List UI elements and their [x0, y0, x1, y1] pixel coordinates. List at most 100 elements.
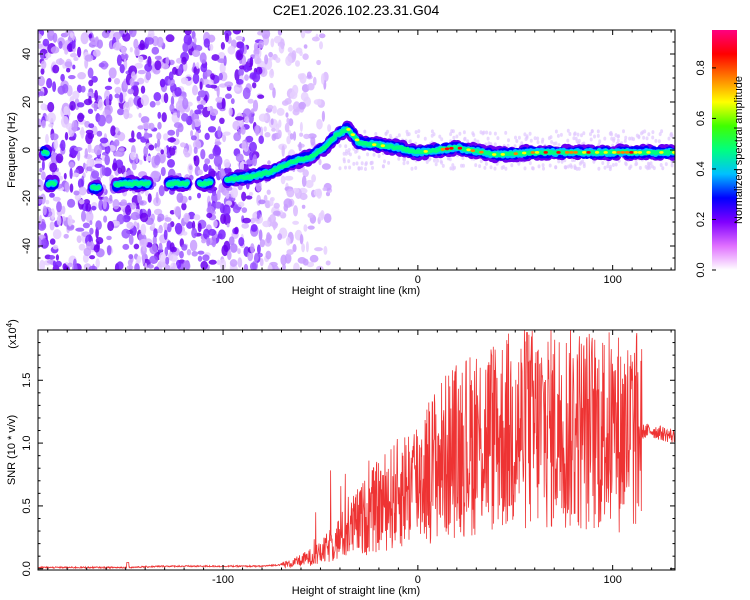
- noise-blob: [238, 65, 245, 70]
- noise-blob: [106, 245, 112, 256]
- noise-blob: [169, 103, 175, 113]
- haze-blob: [612, 138, 616, 143]
- noise-blob: [127, 88, 134, 95]
- noise-blob: [244, 116, 250, 124]
- noise-blob: [307, 225, 315, 230]
- noise-blob: [134, 62, 143, 69]
- ridge-peak: [479, 150, 484, 154]
- noise-blob: [289, 133, 294, 140]
- noise-blob: [252, 154, 258, 167]
- noise-blob: [238, 237, 245, 247]
- noise-blob: [155, 191, 159, 204]
- noise-blob: [214, 141, 222, 146]
- snr-y-label: SNR (10 * v/v): [6, 415, 18, 485]
- noise-blob: [180, 142, 186, 148]
- noise-blob: [96, 39, 103, 49]
- noise-blob: [199, 81, 203, 91]
- noise-blob: [175, 259, 182, 269]
- noise-blob: [259, 258, 264, 267]
- ridge-peak: [380, 144, 385, 148]
- haze-blob: [479, 159, 483, 164]
- noise-blob: [244, 74, 249, 81]
- haze-blob: [472, 133, 476, 137]
- noise-blob: [76, 102, 85, 108]
- noise-blob: [232, 120, 240, 131]
- noise-blob: [323, 245, 328, 255]
- noise-blob: [61, 205, 66, 215]
- ridge-peak: [564, 151, 570, 154]
- x-tick-label: -100: [212, 274, 234, 286]
- noise-blob: [167, 77, 175, 87]
- noise-blob: [321, 163, 331, 170]
- noise-blob: [246, 159, 254, 165]
- noise-blob: [181, 56, 187, 65]
- haze-blob: [648, 165, 651, 170]
- haze-blob: [504, 166, 508, 171]
- noise-blob: [71, 120, 78, 133]
- noise-blob: [55, 254, 60, 261]
- noise-blob: [188, 165, 193, 171]
- noise-blob: [125, 205, 132, 216]
- haze-blob: [654, 138, 658, 143]
- noise-blob: [203, 163, 209, 173]
- noise-blob: [258, 113, 268, 122]
- noise-blob: [249, 262, 257, 270]
- noise-blob: [157, 121, 162, 130]
- haze-blob: [603, 165, 607, 170]
- ridge-peak: [659, 151, 664, 154]
- noise-blob: [95, 258, 100, 269]
- colorbar-ticks: 0.0 0.2 0.4 0.6 0.8: [695, 60, 716, 278]
- noise-blob: [204, 158, 211, 165]
- haze-blob: [568, 132, 572, 136]
- noise-blob: [223, 240, 231, 253]
- ridge-blob: [45, 150, 49, 156]
- haze-blob: [483, 165, 487, 170]
- noise-blob: [158, 252, 167, 263]
- noise-blob: [105, 95, 110, 107]
- noise-blob: [215, 96, 224, 103]
- snr-x-ticks: -100 0 100: [47, 330, 672, 586]
- haze-blob: [348, 165, 352, 170]
- noise-blob: [83, 98, 93, 106]
- noise-blob: [241, 207, 248, 214]
- ridge-peak: [530, 151, 535, 154]
- noise-blob: [164, 217, 172, 222]
- noise-blob: [186, 221, 194, 229]
- haze-blob: [582, 131, 586, 136]
- noise-blob: [235, 78, 244, 85]
- haze-blob: [496, 136, 500, 141]
- noise-blob: [285, 55, 293, 67]
- ridge-peak: [466, 148, 471, 152]
- noise-blob: [252, 82, 257, 89]
- noise-blob: [291, 84, 299, 96]
- haze-blob: [455, 134, 459, 139]
- noise-blob: [197, 90, 206, 98]
- noise-blob: [78, 199, 85, 205]
- noise-blob: [161, 112, 167, 123]
- noise-blob: [85, 210, 94, 223]
- noise-blob: [145, 37, 155, 45]
- noise-blob: [137, 69, 146, 75]
- haze-blob: [657, 139, 661, 144]
- noise-blob: [114, 151, 123, 157]
- noise-blob: [95, 237, 104, 245]
- haze-blob: [582, 164, 586, 169]
- noise-blob: [183, 260, 189, 269]
- noise-blob: [204, 132, 210, 140]
- snr-exponent: (x104): [5, 319, 19, 349]
- noise-blob: [293, 262, 300, 270]
- noise-blob: [139, 159, 143, 165]
- haze-blob: [531, 166, 535, 171]
- noise-blob: [210, 73, 215, 81]
- noise-blob: [182, 43, 189, 53]
- noise-blob: [190, 130, 194, 137]
- noise-blob: [282, 263, 286, 270]
- noise-blob: [234, 116, 244, 121]
- noise-blob: [202, 254, 210, 262]
- noise-blob: [52, 260, 57, 268]
- noise-blob: [200, 100, 206, 106]
- colorbar: 0.0 0.2 0.4 0.6 0.8 Normalized spectral ampl…: [695, 30, 745, 278]
- noise-blob: [206, 212, 213, 219]
- ridge-peak: [354, 138, 360, 142]
- haze-blob: [434, 162, 438, 167]
